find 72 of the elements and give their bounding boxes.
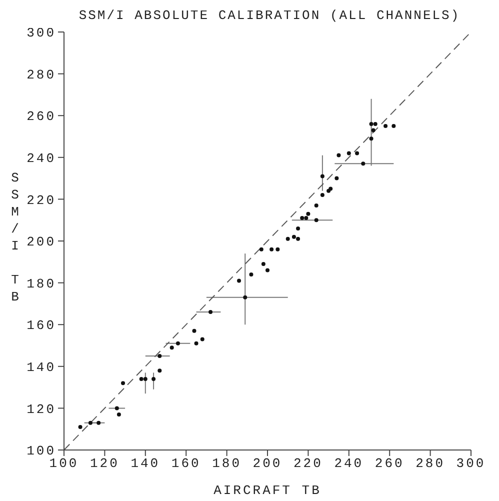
point (314, 203, 318, 208)
point (306, 212, 310, 216)
point (88, 420, 92, 425)
point (320, 193, 324, 198)
point (121, 381, 126, 386)
point (139, 376, 144, 381)
point (392, 124, 396, 128)
x-tick-label: 140 (130, 456, 160, 472)
x-tick-label: 300 (456, 456, 486, 472)
point (96, 420, 101, 425)
point (320, 174, 324, 178)
point (266, 268, 270, 272)
point (192, 328, 196, 333)
point (355, 151, 360, 156)
x-axis-title: AIRCRAFT TB (214, 483, 322, 498)
x-tick-label: 180 (212, 456, 242, 472)
point (304, 216, 308, 220)
point (259, 247, 264, 252)
y-tick-label: 140 (26, 360, 56, 376)
point (314, 218, 318, 222)
point (276, 247, 280, 252)
y-tick-label: 300 (26, 26, 56, 41)
point (158, 368, 162, 373)
y-tick-label: 120 (26, 402, 56, 417)
point (300, 216, 304, 220)
y-tick-label: 180 (26, 276, 56, 292)
x-tick-label: 160 (171, 456, 201, 472)
point (261, 262, 266, 266)
y-tick-label: 200 (26, 234, 56, 250)
point (373, 122, 378, 126)
point (296, 236, 300, 241)
point (176, 341, 180, 346)
point (384, 124, 388, 128)
point (249, 272, 254, 276)
point (346, 151, 351, 156)
point (336, 153, 341, 158)
point (361, 162, 366, 166)
y-tick-label: 280 (26, 67, 56, 82)
point (114, 406, 119, 410)
point (296, 226, 300, 230)
y-tick-label: 240 (26, 151, 56, 166)
y-tick-label: 100 (26, 444, 56, 459)
x-tick-label: 240 (334, 456, 364, 472)
point (369, 122, 374, 126)
point (243, 295, 248, 300)
x-tick-label: 220 (293, 456, 323, 472)
x-tick-label: 280 (416, 456, 446, 472)
point (78, 425, 82, 430)
x-tick-label: 100 (49, 456, 79, 472)
point (194, 341, 198, 346)
text: SSM/I TB (11, 170, 19, 304)
chart-title: SSM/I ABSOLUTE CALIBRATION (ALL CHANNELS) (78, 8, 460, 23)
y-tick-label: 160 (26, 318, 56, 334)
point (200, 337, 204, 342)
point (152, 376, 156, 381)
point (292, 234, 296, 239)
x-tick-label: 260 (374, 456, 404, 472)
x-tick-label: 120 (90, 456, 120, 472)
point (334, 176, 339, 180)
point (369, 136, 374, 141)
point (143, 376, 148, 381)
point (371, 128, 376, 132)
y-tick-label: 220 (26, 192, 56, 208)
point (270, 247, 274, 252)
point (286, 236, 290, 241)
y-tick-label: 260 (26, 109, 56, 124)
point (237, 278, 242, 283)
point (158, 354, 162, 358)
point (116, 412, 121, 416)
x-tick-label: 200 (252, 456, 282, 472)
point (170, 346, 174, 350)
point (208, 310, 213, 314)
